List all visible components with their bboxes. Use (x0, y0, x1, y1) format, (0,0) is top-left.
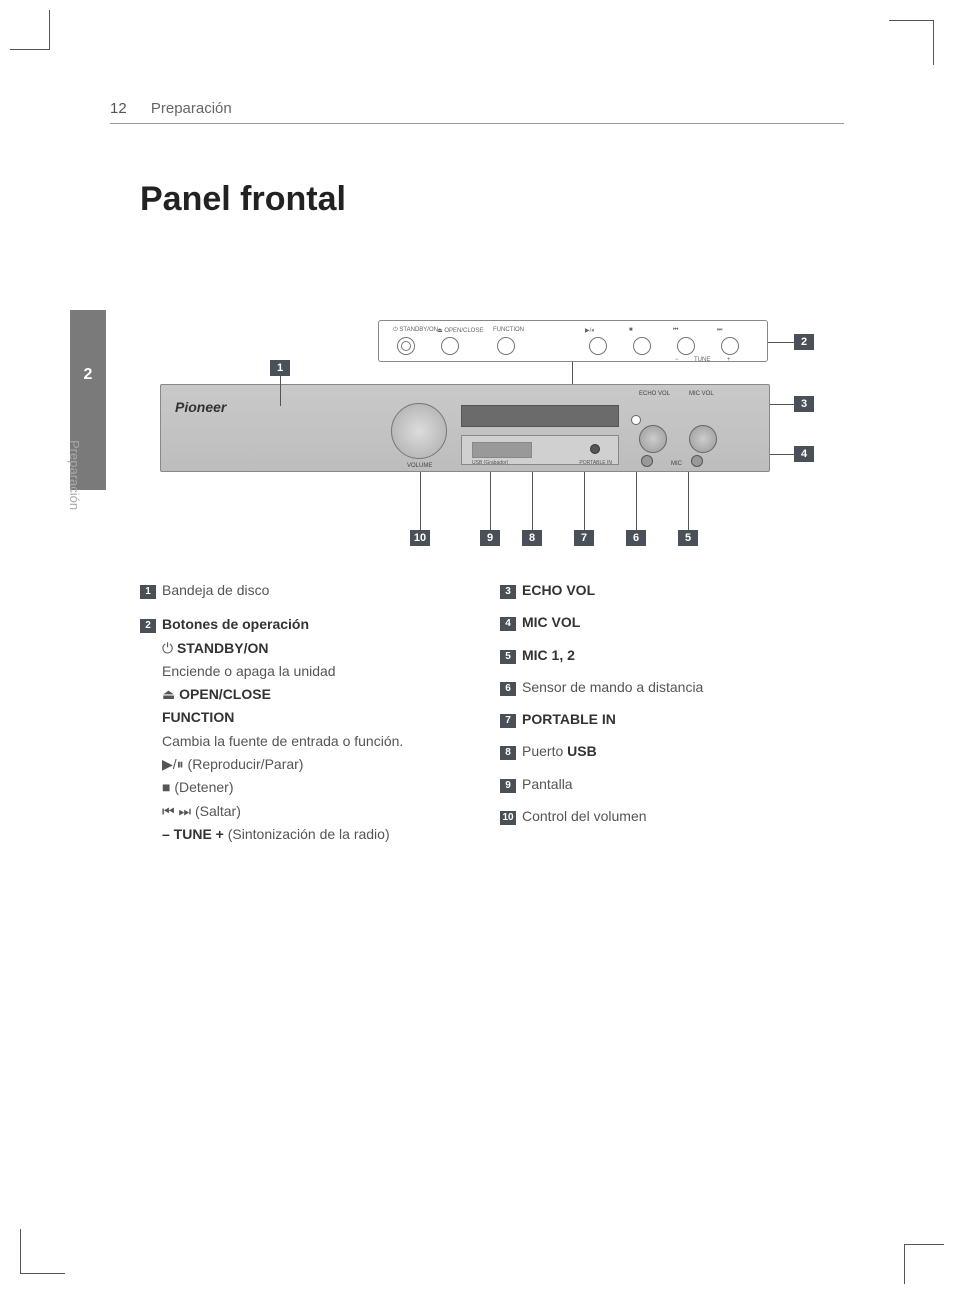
lead (584, 472, 585, 530)
legend-subline: ▶/⏸ (Reproducir/Parar) (140, 754, 480, 774)
lower-panel: USB (Grabador) PORTABLE IN (461, 435, 619, 465)
legend-subline: ⏻ STANDBY/ON (140, 638, 480, 658)
legend-left-column: 1Bandeja de disco 2Botones de operación ⏻ … (140, 580, 480, 847)
top-button-label: FUNCTION (493, 327, 524, 333)
callout-6: 6 (626, 530, 646, 546)
lead (770, 454, 794, 455)
callout-1: 1 (270, 360, 290, 376)
lead (770, 404, 794, 405)
top-button-label: ⏮ (673, 327, 678, 334)
lead (688, 472, 689, 530)
legend-right-column: 3ECHO VOL 4MIC VOL 5MIC 1, 2 6Sensor de man… (500, 580, 840, 838)
tune-label: TUNE (694, 357, 710, 363)
legend-number: 6 (500, 682, 516, 696)
tune-minus-label: − (675, 357, 679, 363)
legend-subline: ⏏ OPEN/CLOSE (140, 684, 480, 704)
legend-number: 10 (500, 811, 516, 825)
page-title: Panel frontal (140, 180, 346, 219)
mic-vol-label: MIC VOL (689, 391, 714, 397)
top-button (589, 337, 607, 355)
mic-jack-1 (641, 455, 653, 467)
portable-jack (590, 444, 600, 454)
mic-vol-knob (689, 425, 717, 453)
echo-vol-knob (639, 425, 667, 453)
top-button-label: ⏻ STANDBY/ON (393, 327, 438, 334)
top-button-label: ⏭ (717, 327, 722, 334)
usb-label: USB (Grabador) (472, 460, 508, 466)
callout-10: 10 (410, 530, 430, 546)
top-button-label: ▶/⏸ (585, 327, 594, 335)
legend-item: 9Pantalla (500, 774, 840, 794)
callout-8: 8 (522, 530, 542, 546)
page-header: 12 Preparación (110, 100, 844, 124)
front-panel-diagram: − TUNE + ⏻ STANDBY/ON⏏ OPEN/CLOSE FUNCTIO… (160, 310, 820, 560)
legend-subline: FUNCTION (140, 707, 480, 727)
page-number: 12 (110, 100, 127, 117)
lead (572, 362, 573, 384)
lead (636, 472, 637, 530)
callout-3: 3 (794, 396, 814, 412)
lead (532, 472, 533, 530)
top-button-label: ⏏ OPEN/CLOSE (437, 327, 483, 334)
top-button (677, 337, 695, 355)
legend-item: 6Sensor de mando a distancia (500, 677, 840, 697)
legend-number: 4 (500, 617, 516, 631)
remote-sensor (631, 415, 641, 425)
main-unit: Pioneer VOLUME USB (Grabador) PORTABLE I… (160, 384, 770, 472)
callout-4: 4 (794, 446, 814, 462)
mic-label: MIC (671, 461, 682, 467)
legend-item: 8Puerto USB (500, 741, 840, 761)
legend-number: 3 (500, 585, 516, 599)
top-button (721, 337, 739, 355)
legend-item: 4MIC VOL (500, 612, 840, 632)
legend-item: 7PORTABLE IN (500, 709, 840, 729)
legend-item: 5MIC 1, 2 (500, 645, 840, 665)
top-button (397, 337, 415, 355)
callout-2: 2 (794, 334, 814, 350)
chapter-name: Preparación (67, 440, 82, 510)
legend-number: 1 (140, 585, 156, 599)
lead (490, 472, 491, 530)
legend-subline: ■ (Detener) (140, 777, 480, 797)
legend-item: 2Botones de operación (140, 614, 480, 634)
lead (420, 472, 421, 530)
lead (280, 376, 281, 406)
tune-plus-label: + (727, 357, 731, 363)
chapter-number: 2 (70, 310, 106, 384)
legend-item: 3ECHO VOL (500, 580, 840, 600)
legend-number: 9 (500, 779, 516, 793)
volume-label: VOLUME (407, 463, 432, 469)
legend-item: 10Control del volumen (500, 806, 840, 826)
section-name: Preparación (151, 100, 232, 117)
legend-number: 8 (500, 746, 516, 760)
callout-9: 9 (480, 530, 500, 546)
legend-subline: – TUNE + (Sintonización de la radio) (140, 824, 480, 844)
legend-subline: Cambia la fuente de entrada o función. (140, 731, 480, 751)
top-button-label: ■ (629, 327, 633, 333)
legend-subline: Enciende o apaga la unidad (140, 661, 480, 681)
top-button (633, 337, 651, 355)
legend-number: 5 (500, 650, 516, 664)
top-control-panel: − TUNE + ⏻ STANDBY/ON⏏ OPEN/CLOSE FUNCTIO… (378, 320, 768, 362)
lead (768, 342, 794, 343)
usb-slot (472, 442, 532, 458)
top-button (497, 337, 515, 355)
legend-subline: ⏮ ⏭ (Saltar) (140, 801, 480, 821)
volume-knob (391, 403, 447, 459)
callout-7: 7 (574, 530, 594, 546)
echo-vol-label: ECHO VOL (639, 391, 670, 397)
display-panel (461, 405, 619, 427)
mic-jack-2 (691, 455, 703, 467)
portable-label: PORTABLE IN (579, 460, 612, 466)
legend-number: 2 (140, 619, 156, 633)
top-button (441, 337, 459, 355)
legend-item: 1Bandeja de disco (140, 580, 480, 600)
callout-5: 5 (678, 530, 698, 546)
brand-logo: Pioneer (175, 399, 226, 415)
legend-number: 7 (500, 714, 516, 728)
